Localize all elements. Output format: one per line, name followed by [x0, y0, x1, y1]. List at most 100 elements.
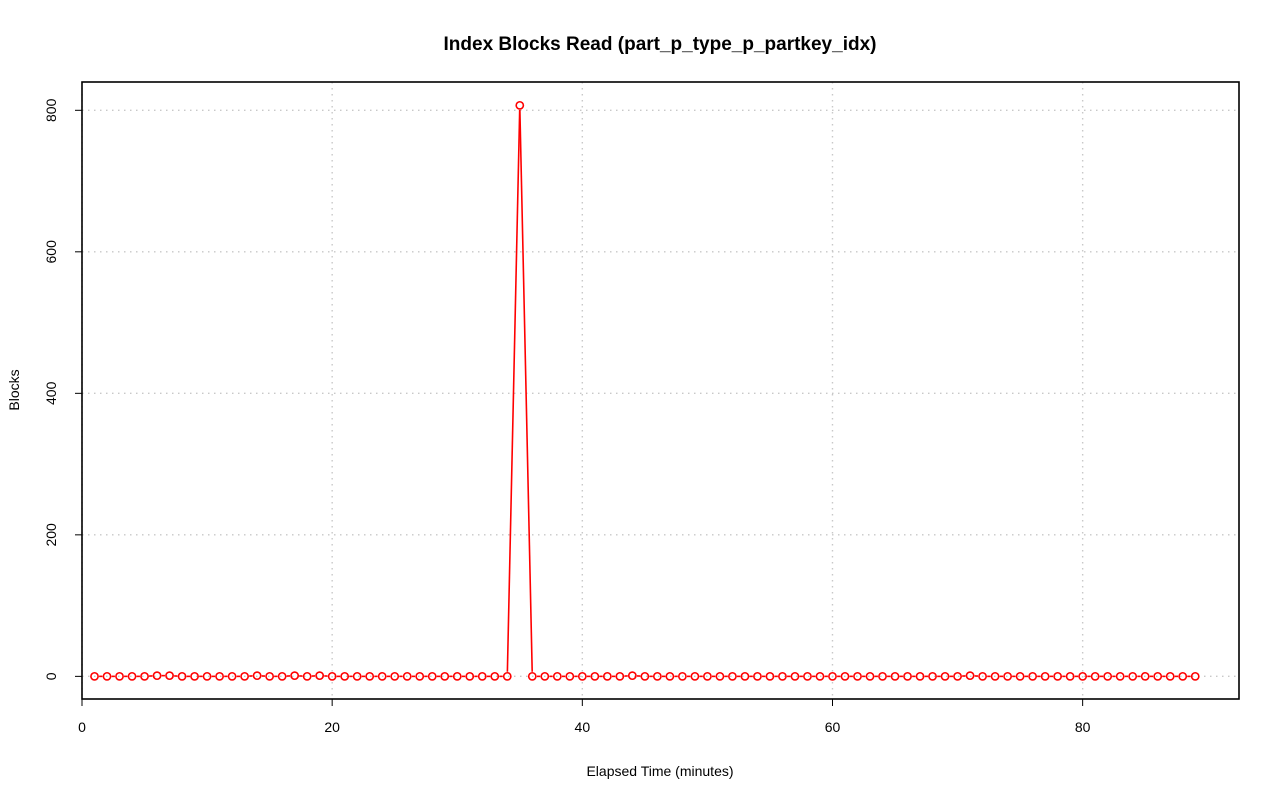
data-point — [1015, 671, 1025, 681]
data-point — [227, 671, 237, 681]
data-point — [502, 671, 512, 681]
data-point — [703, 671, 712, 681]
data-point — [903, 671, 912, 681]
y-tick-label: 600 — [43, 240, 59, 264]
data-point — [790, 671, 800, 681]
data-point — [202, 671, 212, 681]
data-point — [190, 671, 199, 681]
data-point — [427, 671, 437, 681]
data-point — [527, 671, 537, 681]
data-point — [865, 671, 875, 681]
data-point — [1115, 671, 1125, 681]
data-point — [602, 671, 612, 681]
data-point — [415, 671, 425, 681]
data-point — [390, 671, 400, 681]
data-point — [352, 671, 362, 681]
data-point — [1040, 671, 1050, 681]
data-point — [815, 671, 825, 681]
data-point — [265, 671, 275, 681]
data-point — [290, 671, 300, 681]
x-tick-label: 60 — [825, 719, 841, 735]
data-point — [965, 671, 975, 681]
chart-title: Index Blocks Read (part_p_type_p_partkey… — [444, 34, 877, 55]
data-point — [565, 671, 575, 681]
data-point — [1103, 671, 1113, 681]
data-point — [940, 671, 950, 681]
x-tick-label: 20 — [324, 719, 340, 735]
data-point — [1165, 671, 1175, 681]
data-point — [1140, 671, 1150, 681]
data-point — [715, 671, 725, 681]
data-point — [490, 671, 500, 681]
data-point — [1065, 671, 1075, 681]
data-point — [252, 671, 262, 681]
data-point — [302, 671, 312, 681]
data-point — [1128, 671, 1138, 681]
data-point — [753, 671, 762, 681]
data-point — [377, 671, 387, 681]
data-point — [840, 671, 850, 681]
data-point — [853, 671, 862, 681]
y-axis-label: Blocks — [6, 369, 22, 410]
data-point — [652, 671, 662, 681]
data-point — [140, 671, 149, 681]
data-point — [740, 671, 750, 681]
data-point — [152, 671, 162, 681]
x-tick-label: 80 — [1075, 719, 1091, 735]
y-tick-label: 800 — [43, 98, 59, 122]
data-point — [915, 671, 925, 681]
data-point — [115, 671, 124, 681]
data-point — [1053, 671, 1063, 681]
data-point — [327, 671, 337, 681]
data-point — [1190, 671, 1200, 681]
grid — [81, 82, 1239, 699]
data-point — [677, 671, 687, 681]
plot-frame — [81, 81, 1240, 700]
data-point — [452, 671, 462, 681]
data-point — [315, 671, 325, 681]
x-tick-label: 0 — [78, 719, 86, 735]
data-point — [1028, 671, 1038, 681]
data-point — [540, 671, 550, 681]
data-point — [803, 671, 812, 681]
data-point — [340, 671, 350, 681]
data-point — [953, 671, 962, 681]
data-point — [778, 671, 787, 681]
y-tick-label: 0 — [43, 672, 59, 680]
data-point — [665, 671, 675, 681]
data-point — [690, 671, 700, 681]
data-point — [440, 671, 450, 681]
data-point — [1178, 671, 1188, 681]
data-point — [102, 671, 112, 681]
data-point — [1153, 671, 1163, 681]
data-point — [990, 671, 1000, 681]
data-point — [878, 671, 887, 681]
data-point — [215, 671, 224, 681]
data-point — [165, 671, 174, 681]
data-point — [615, 671, 625, 681]
series — [90, 100, 1200, 681]
data-point — [90, 671, 99, 681]
data-point — [515, 100, 525, 110]
data-point — [640, 671, 650, 681]
data-point — [928, 671, 937, 681]
data-point — [765, 671, 775, 681]
data-point — [627, 671, 637, 681]
data-point — [477, 671, 487, 681]
data-point — [890, 671, 900, 681]
data-point — [177, 671, 187, 681]
data-point — [127, 671, 137, 681]
y-tick-label: 200 — [43, 523, 59, 547]
series-segment — [519, 109, 533, 672]
series-segment — [506, 109, 521, 672]
x-axis-label: Elapsed Time (minutes) — [586, 763, 733, 779]
data-point — [240, 671, 250, 681]
data-point — [577, 671, 587, 681]
data-point — [978, 671, 987, 681]
data-point — [465, 671, 475, 681]
data-point — [402, 671, 412, 681]
data-point — [590, 671, 600, 681]
x-tick-label: 40 — [575, 719, 591, 735]
